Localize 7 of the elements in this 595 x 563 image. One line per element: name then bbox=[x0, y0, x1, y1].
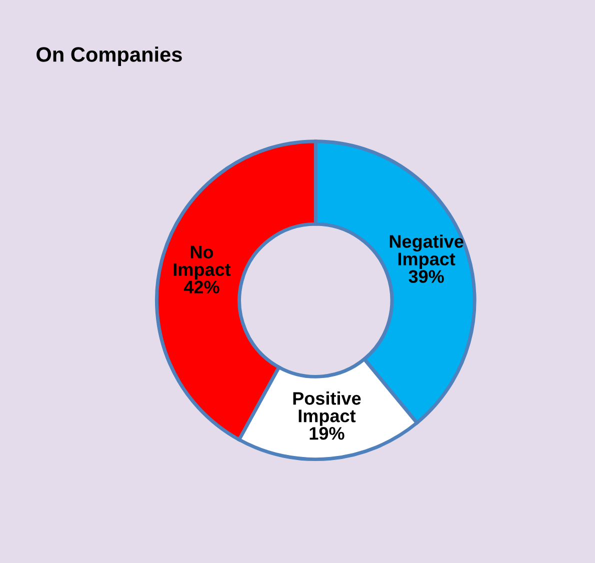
slice-label: Negative Impact bbox=[390, 234, 464, 269]
slice-label: Positive Impact bbox=[293, 392, 361, 426]
data-label: 39% bbox=[408, 270, 444, 283]
data-label: 19% bbox=[310, 427, 344, 440]
data-label: 42% bbox=[184, 280, 220, 294]
slice-label: No Impact bbox=[174, 246, 231, 280]
chart-title: On Companies bbox=[36, 46, 182, 66]
